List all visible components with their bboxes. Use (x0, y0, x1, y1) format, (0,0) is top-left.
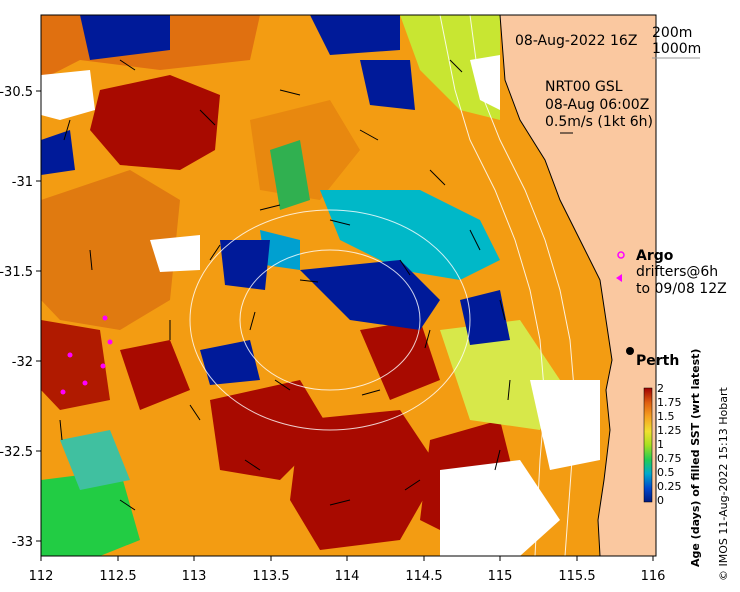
x-tick-label: 115 (488, 569, 513, 584)
x-tick-label: 114.5 (405, 569, 442, 584)
x-tick-label: 113.5 (252, 569, 289, 584)
city-label-perth: Perth (636, 353, 679, 369)
eddy-contour (189, 209, 471, 431)
map-date: 08-Aug-2022 16Z (515, 33, 637, 49)
age-patch-mid (60, 430, 130, 490)
nodata-patch (530, 380, 600, 470)
current-scale: 0.5m/s (1kt 6h) (545, 114, 653, 130)
age-patch-zero (360, 60, 415, 110)
contour-label-200m: 200m (652, 25, 692, 41)
age-patch-zero (80, 15, 170, 60)
age-patch-zero (460, 290, 510, 345)
colorbar-tick: 0 (657, 494, 664, 507)
colorbar-tick: 0.5 (657, 466, 675, 479)
age-patch-zero (41, 130, 75, 175)
x-tick-labels: 112 112.5 113 113.5 114 114.5 115 115.5 … (29, 569, 666, 584)
colorbar (643, 387, 653, 503)
map-plot-area (41, 15, 656, 556)
x-tick-label: 116 (641, 569, 666, 584)
plot-frame (40, 14, 657, 557)
argo-marker-icon (617, 251, 625, 259)
y-tick-label: -32.5 (0, 445, 33, 460)
current-time: 08-Aug 06:00Z (545, 97, 649, 113)
x-axis-ticks (40, 556, 654, 561)
x-tick-label: 112 (29, 569, 54, 584)
y-axis-ticks (36, 90, 41, 542)
x-tick-label: 114 (335, 569, 360, 584)
nodata-patch (150, 235, 200, 272)
credit-text: © IMOS 11-Aug-2022 15:13 Hobart (717, 387, 730, 581)
colorbar-ticks: 2 1.75 1.5 1.25 1 0.75 0.5 0.25 0 (657, 382, 682, 507)
age-patch-zero (200, 340, 260, 385)
argo-label: Argo (636, 248, 674, 264)
colorbar-tick: 1.25 (657, 424, 682, 437)
contour-1000m (439, 15, 546, 556)
contour-200m (469, 15, 576, 556)
x-tick-label: 113 (182, 569, 207, 584)
nodata-patch (41, 70, 95, 120)
age-patch-zero (310, 15, 400, 55)
age-patch-low (320, 190, 500, 280)
age-patch-high (360, 320, 440, 400)
drifter-tracks (60, 315, 113, 395)
perth-marker-icon (626, 347, 634, 355)
y-tick-labels: -30.5 -31 -31.5 -32 -32.5 -33 (0, 85, 33, 550)
y-tick-label: -31.5 (0, 265, 33, 280)
current-source: NRT00 GSL (545, 79, 623, 95)
colorbar-tick: 1.75 (657, 396, 682, 409)
nodata-patch (440, 460, 560, 556)
y-tick-label: -31 (12, 175, 33, 190)
y-tick-label: -32 (12, 355, 33, 370)
coastline (499, 15, 613, 556)
age-patch-high (90, 75, 220, 170)
eddy-contour (239, 249, 421, 391)
age-patch-mid (440, 320, 560, 430)
age-patch-high (41, 320, 110, 410)
colorbar-tick: 0.75 (657, 452, 682, 465)
age-patch-mid (41, 470, 140, 556)
age-patch-zero (300, 260, 440, 330)
x-tick-label: 112.5 (99, 569, 136, 584)
drifters-label-2: to 09/08 12Z (636, 281, 727, 297)
age-patch (41, 170, 180, 330)
drifters-label-1: drifters@6h (636, 264, 718, 280)
colorbar-tick: 0.25 (657, 480, 682, 493)
x-tick-label: 115.5 (558, 569, 595, 584)
colorbar-title: Age (days) of filled SST (wrt latest) (689, 349, 702, 567)
colorbar-tick: 2 (657, 382, 664, 395)
current-vectors (59, 59, 573, 511)
y-tick-label: -33 (12, 535, 33, 550)
age-patch-mid (270, 140, 310, 210)
age-patch-high (120, 340, 190, 410)
age-patch-high (290, 410, 440, 550)
contour-label-1000m: 1000m (652, 41, 701, 57)
colorbar-tick: 1.5 (657, 410, 675, 423)
colorbar-tick: 1 (657, 438, 664, 451)
drifter-marker-icon (616, 274, 622, 282)
y-tick-label: -30.5 (0, 85, 33, 100)
age-patch-zero (220, 240, 270, 290)
